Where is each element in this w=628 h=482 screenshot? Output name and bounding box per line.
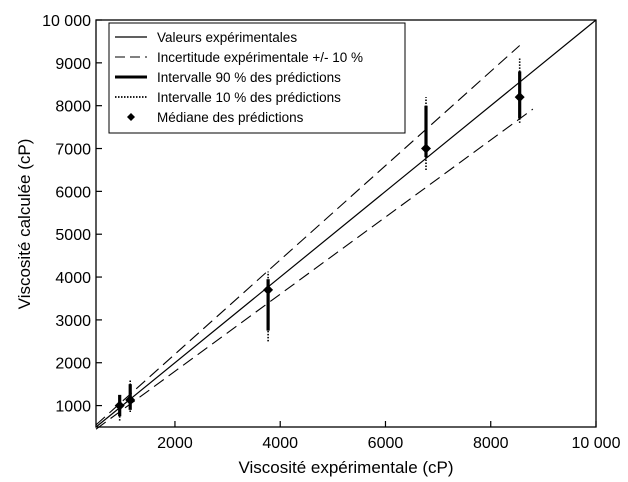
y-tick-label-6: 7000 bbox=[55, 142, 91, 159]
median-marker-1 bbox=[125, 395, 136, 406]
median-marker-4 bbox=[514, 92, 525, 103]
x-tick-label-0: 2000 bbox=[157, 435, 193, 452]
x-tick-label-4: 10 000 bbox=[572, 435, 621, 452]
y-tick-label-0: 1000 bbox=[55, 399, 91, 416]
y-tick-label-7: 8000 bbox=[55, 99, 91, 116]
legend-label-0: Valeurs expérimentales bbox=[157, 30, 297, 45]
y-tick-label-8: 9000 bbox=[55, 56, 91, 73]
y-tick-label-2: 3000 bbox=[55, 313, 91, 330]
y-tick-label-1: 2000 bbox=[55, 356, 91, 373]
x-tick-label-2: 6000 bbox=[368, 435, 404, 452]
legend-label-4: Médiane des prédictions bbox=[157, 110, 304, 125]
x-axis-ticks: 2000 4000 6000 8000 10 000 bbox=[157, 421, 621, 452]
median-marker-2 bbox=[263, 284, 274, 295]
x-axis-title: Viscosité expérimentale (cP) bbox=[238, 458, 453, 477]
y-tick-label-3: 4000 bbox=[55, 270, 91, 287]
median-marker-3 bbox=[421, 143, 431, 154]
legend-box bbox=[108, 22, 406, 134]
upper-uncertainty-line bbox=[95, 45, 521, 426]
legend-label-1: Incertitude expérimentale +/- 10 % bbox=[157, 50, 363, 65]
x-tick-label-1: 4000 bbox=[262, 435, 298, 452]
y-axis-title: Viscosité calculée (cP) bbox=[15, 139, 34, 310]
legend: Valeurs expérimentales Incertitude expéri… bbox=[108, 22, 406, 134]
lower-uncertainty-line bbox=[95, 108, 534, 430]
y-tick-label-9: 10 000 bbox=[42, 13, 91, 30]
y-tick-label-4: 5000 bbox=[55, 227, 91, 244]
legend-swatch-4 bbox=[127, 113, 135, 121]
identity-line bbox=[95, 19, 597, 428]
plot-frame bbox=[95, 19, 597, 428]
legend-label-3: Intervalle 10 % des prédictions bbox=[157, 90, 341, 105]
y-axis-ticks: 1000 2000 3000 4000 5000 6000 7000 8000 9000 10 0… bbox=[42, 13, 102, 416]
median-marker-0 bbox=[114, 400, 125, 411]
legend-label-2: Intervalle 90 % des prédictions bbox=[157, 70, 341, 85]
y-tick-label-5: 6000 bbox=[55, 184, 91, 201]
chart-marks bbox=[95, 19, 597, 430]
x-tick-label-3: 8000 bbox=[473, 435, 509, 452]
